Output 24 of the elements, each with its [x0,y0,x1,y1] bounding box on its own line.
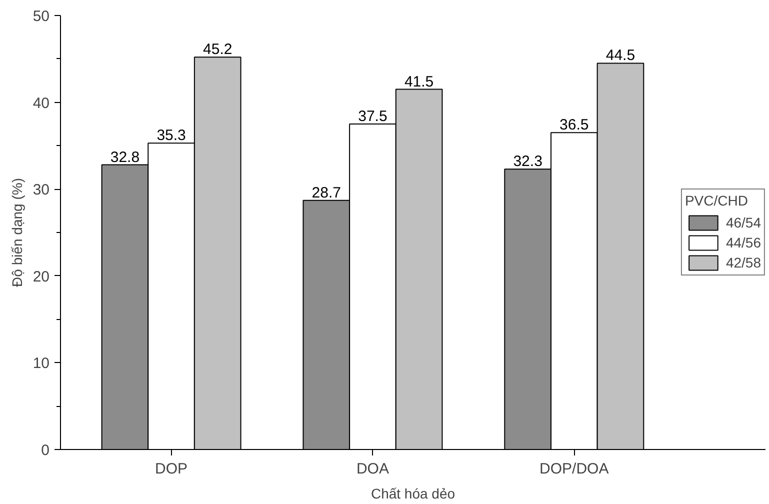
data-label: 37.5 [358,108,388,125]
x-axis-title: Chất hóa dẻo [370,486,456,502]
y-tick-label: 30 [32,182,50,199]
data-label: 32.8 [110,148,140,166]
legend-label: 42/58 [726,254,761,272]
x-tick-label: DOP/DOA [540,460,609,478]
y-tick-label: 10 [32,355,50,372]
data-label: 35.3 [156,127,186,144]
y-tick-label: 50 [32,8,50,25]
data-label: 32.3 [513,153,542,170]
y-tick-label: 40 [32,94,50,112]
data-label: 44.5 [606,47,636,64]
y-tick-label: 20 [32,268,50,286]
legend-label: 44/56 [726,234,761,252]
data-label: 45.2 [203,41,232,58]
x-tick-label: DOA [356,460,389,478]
legend-label: 46/54 [726,214,761,232]
data-label: 36.5 [560,116,589,134]
data-label: 28.7 [312,184,341,202]
x-tick-label: DOP [155,460,188,478]
y-tick-label: 0 [41,442,50,459]
y-axis-title: Độ biến dạng (%) [8,178,25,287]
legend-title: PVC/CHD [684,192,749,208]
data-label: 41.5 [404,73,434,90]
